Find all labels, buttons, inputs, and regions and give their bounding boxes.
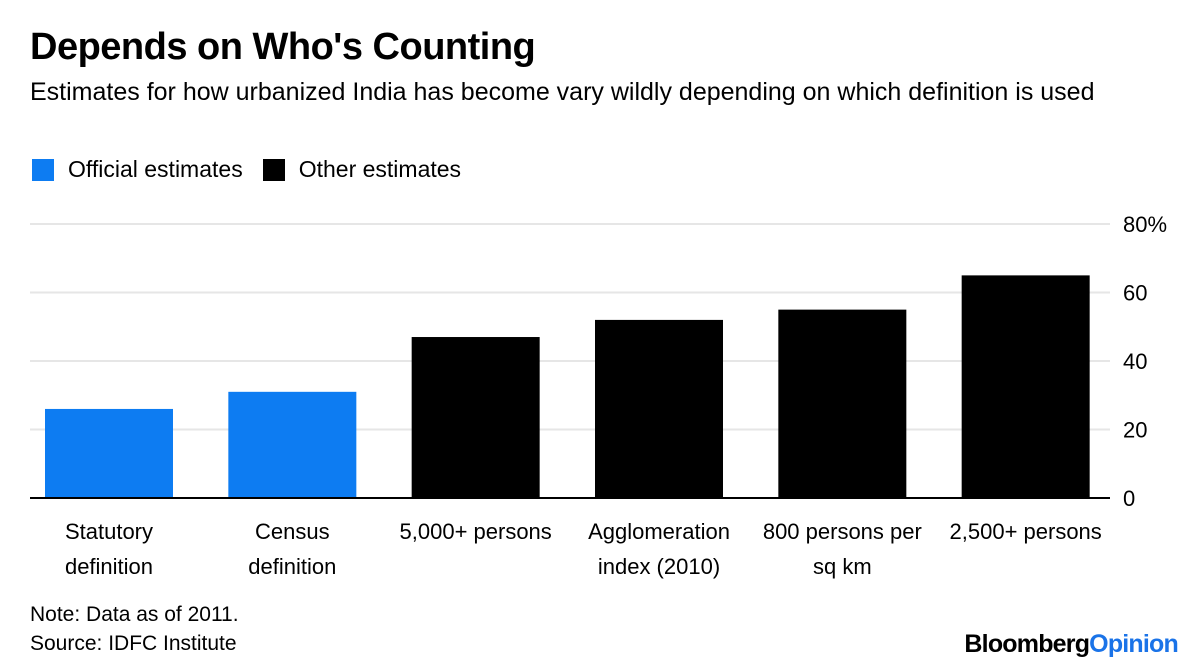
source-text: Source: IDFC Institute <box>30 632 237 655</box>
bar <box>778 309 907 498</box>
x-tick-label: Agglomeration <box>588 519 730 544</box>
bar <box>961 275 1090 498</box>
legend-label-official: Official estimates <box>68 156 243 182</box>
y-tick-label: 60 <box>1123 281 1147 306</box>
bar-chart: 0 20 40 60 80% Statutory definition Census defin… <box>30 212 1167 579</box>
note-text: Note: Data as of 2011. <box>30 603 239 626</box>
bar <box>228 391 357 498</box>
bar <box>595 319 723 498</box>
y-tick-label: 0 <box>1123 486 1135 511</box>
legend-swatch-other <box>262 158 285 181</box>
x-tick-label: sq km <box>813 554 872 579</box>
brand-accent: Opinion <box>1089 630 1179 658</box>
legend-swatch-official <box>32 158 54 181</box>
x-tick-label: 2,500+ persons <box>950 519 1102 544</box>
x-tick-label: index (2010) <box>598 554 720 579</box>
brand-logo: BloombergOpinion <box>964 630 1178 659</box>
bar <box>45 408 173 498</box>
x-tick-label: Statutory <box>65 519 153 544</box>
legend: Official estimates Other estimates <box>32 156 481 183</box>
x-tick-label: 5,000+ persons <box>400 519 552 544</box>
y-tick-label: 80% <box>1123 212 1167 237</box>
bar <box>411 337 540 498</box>
legend-item-other: Other estimates <box>262 156 462 183</box>
x-tick-label: 800 persons per <box>763 519 922 544</box>
y-tick-label: 20 <box>1123 418 1147 443</box>
brand-main: Bloomberg <box>964 630 1090 658</box>
y-tick-label: 40 <box>1123 349 1147 374</box>
x-tick-label: definition <box>65 554 153 579</box>
legend-label-other: Other estimates <box>298 156 462 182</box>
footnote: Note: Data as of 2011. Source: IDFC Inst… <box>30 600 239 658</box>
chart-title: Depends on Who's Counting <box>30 26 536 68</box>
legend-item-official: Official estimates <box>32 156 243 183</box>
x-tick-label: Census <box>255 519 330 544</box>
chart-subtitle: Estimates for how urbanized India has be… <box>30 78 1095 106</box>
x-tick-label: definition <box>248 554 336 579</box>
